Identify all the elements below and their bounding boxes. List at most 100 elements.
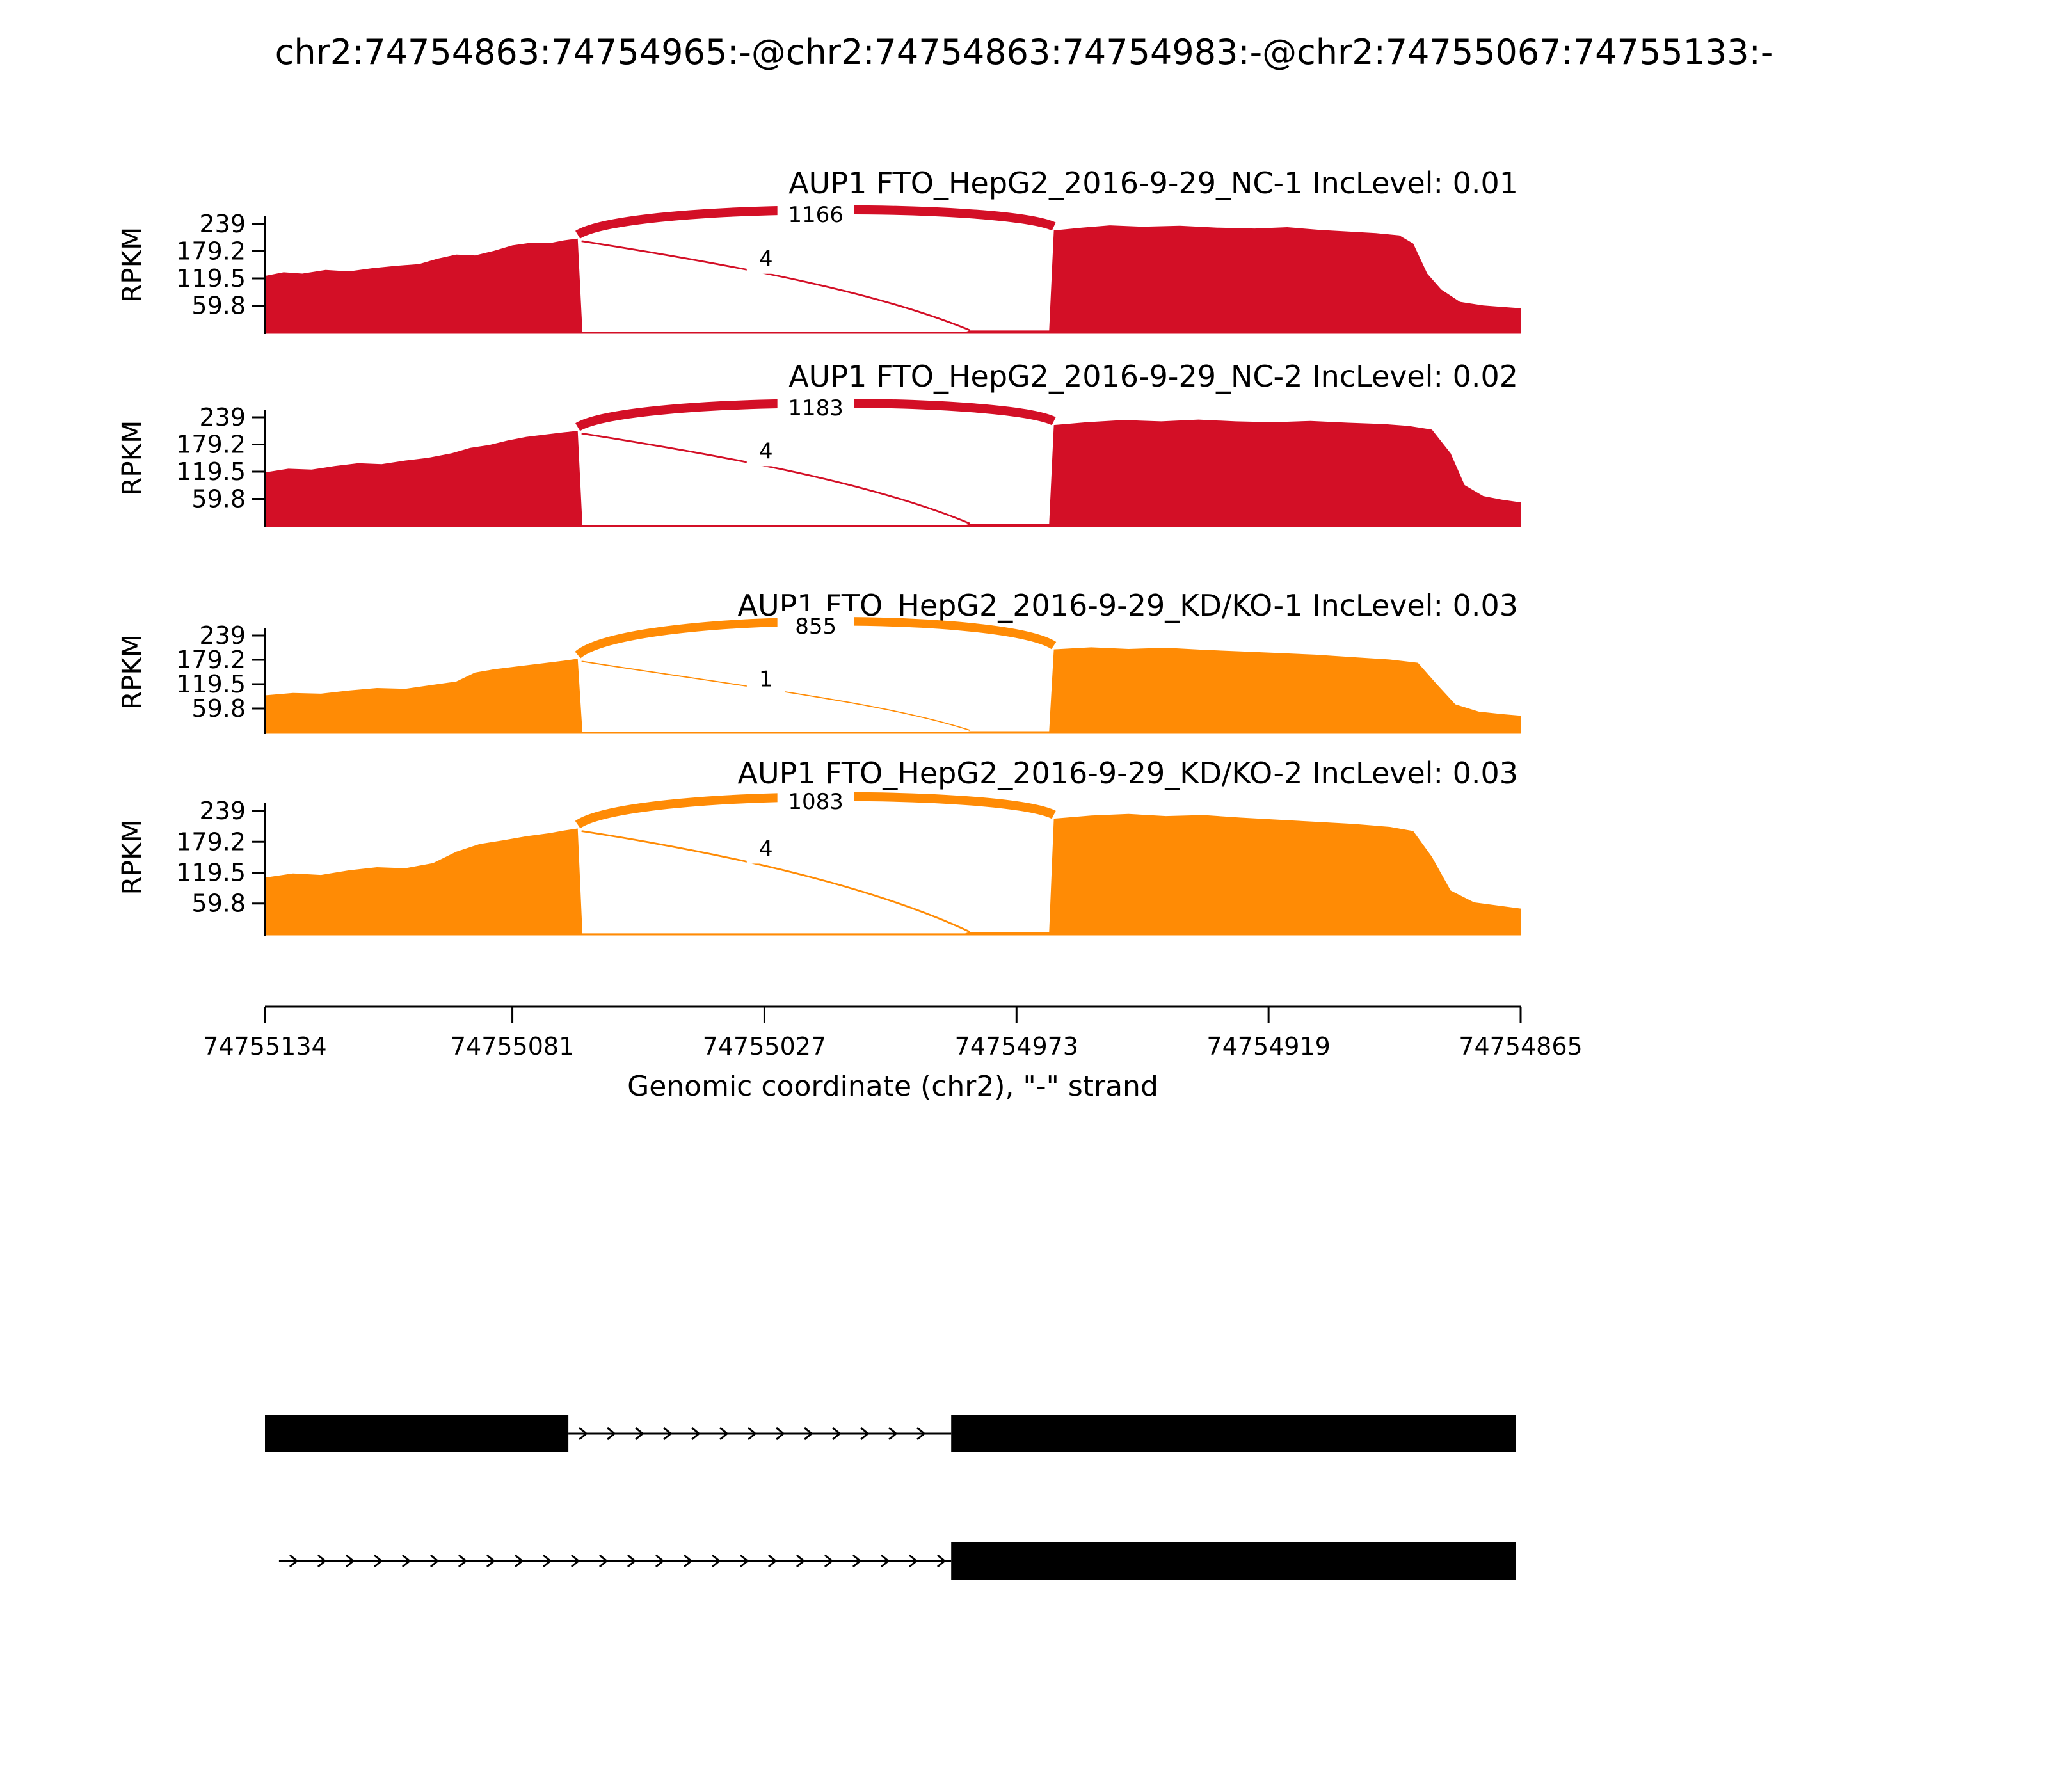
strand-arrow-icon	[860, 1427, 870, 1441]
y-axis-title: RPKM	[116, 634, 148, 710]
exon-box	[951, 1415, 1516, 1452]
strand-arrow-icon	[458, 1554, 468, 1568]
y-tick-label: 59.8	[191, 291, 246, 319]
strand-arrow-icon	[542, 1554, 552, 1568]
track-label: AUP1 FTO_HepG2_2016-9-29_KD/KO-2 IncLeve…	[738, 756, 1518, 790]
strand-arrow-icon	[514, 1554, 524, 1568]
y-axis-title: RPKM	[116, 420, 148, 496]
coverage-area	[265, 225, 1521, 333]
strand-arrow-icon	[289, 1554, 299, 1568]
y-tick-label: 179.2	[176, 828, 246, 856]
y-tick-label: 119.5	[176, 670, 246, 698]
strand-arrow-icon	[691, 1427, 701, 1441]
junction-count: 1166	[788, 202, 844, 228]
strand-arrow-icon	[317, 1554, 327, 1568]
exon-box	[265, 1415, 569, 1452]
coverage-area	[265, 647, 1521, 733]
isoform-1	[265, 1415, 1516, 1452]
track-label: AUP1 FTO_HepG2_2016-9-29_NC-2 IncLevel: …	[788, 359, 1518, 394]
y-tick-label: 119.5	[176, 264, 246, 292]
strand-arrow-icon	[748, 1427, 757, 1441]
junction-count-bg	[777, 786, 854, 818]
junction-count: 855	[795, 614, 836, 639]
y-tick-label: 59.8	[191, 890, 246, 918]
strand-arrow-icon	[776, 1427, 785, 1441]
y-tick-label: 59.8	[191, 484, 246, 513]
y-tick-label: 119.5	[176, 859, 246, 887]
strand-arrow-icon	[916, 1427, 926, 1441]
y-tick-label: 239	[199, 210, 246, 238]
junction-count-bg	[746, 834, 785, 864]
junction-count-bg	[746, 436, 785, 467]
strand-arrow-icon	[908, 1554, 918, 1568]
y-tick-label: 119.5	[176, 458, 246, 486]
strand-arrow-icon	[401, 1554, 412, 1568]
junction-arc-minor	[581, 240, 970, 332]
junction-count: 4	[759, 438, 773, 464]
strand-arrow-icon	[655, 1554, 665, 1568]
strand-arrow-icon	[936, 1554, 947, 1568]
strand-arrow-icon	[824, 1554, 834, 1568]
strand-arrow-icon	[373, 1554, 383, 1568]
strand-arrow-icon	[832, 1427, 842, 1441]
y-tick-label: 239	[199, 797, 246, 825]
junction-count-bg	[777, 199, 854, 231]
strand-arrow-icon	[888, 1427, 898, 1441]
junction-count: 1083	[788, 789, 844, 815]
x-tick-label: 74755134	[203, 1032, 326, 1060]
junction-count-bg	[777, 392, 854, 424]
isoform-2	[278, 1542, 1516, 1580]
coverage-area	[265, 813, 1521, 934]
strand-arrow-icon	[796, 1554, 806, 1568]
track-label: AUP1 FTO_HepG2_2016-9-29_KD/KO-1 IncLeve…	[738, 588, 1518, 623]
junction-count: 4	[759, 836, 773, 861]
y-tick-label: 179.2	[176, 431, 246, 459]
x-tick-label: 74754865	[1459, 1032, 1582, 1060]
strand-arrow-icon	[663, 1427, 673, 1441]
y-axis-title: RPKM	[116, 819, 148, 895]
y-tick-label: 179.2	[176, 237, 246, 266]
strand-arrow-icon	[767, 1554, 778, 1568]
junction-count: 4	[759, 246, 773, 272]
x-axis: 74755134 74755081 74755027 74754973 74754919…	[203, 1005, 1583, 1103]
junction-arc-minor	[581, 432, 970, 525]
y-tick-label: 239	[199, 403, 246, 431]
strand-arrow-icon	[345, 1554, 355, 1568]
y-tick-label: 59.8	[191, 694, 246, 723]
x-tick-label: 74755081	[451, 1032, 574, 1060]
strand-arrow-icon	[852, 1554, 862, 1568]
strand-arrow-icon	[711, 1554, 721, 1568]
y-tick-label: 239	[199, 621, 246, 650]
x-axis-title: Genomic coordinate (chr2), "-" strand	[627, 1070, 1158, 1103]
junction-count-bg	[746, 244, 785, 274]
figure-title: chr2:74754863:74754965:-@chr2:74754863:7…	[275, 32, 1773, 72]
strand-arrow-icon	[486, 1554, 496, 1568]
track-label: AUP1 FTO_HepG2_2016-9-29_NC-1 IncLevel: …	[788, 166, 1518, 200]
strand-arrow-icon	[627, 1554, 637, 1568]
y-tick-label: 179.2	[176, 646, 246, 674]
strand-arrow-icon	[719, 1427, 729, 1441]
strand-arrow-icon	[683, 1554, 693, 1568]
junction-count-bg	[746, 664, 785, 694]
exon-box	[951, 1542, 1516, 1580]
strand-arrow-icon	[880, 1554, 890, 1568]
x-tick-label: 74755027	[703, 1032, 826, 1060]
strand-arrow-icon	[804, 1427, 813, 1441]
x-tick-label: 74754919	[1206, 1032, 1330, 1060]
strand-arrow-icon	[429, 1554, 440, 1568]
y-axis-title: RPKM	[116, 227, 148, 303]
junction-count: 1183	[788, 396, 844, 421]
strand-arrow-icon	[635, 1427, 644, 1441]
strand-arrow-icon	[739, 1554, 749, 1568]
junction-arc-minor	[581, 660, 970, 731]
strand-arrow-icon	[579, 1427, 588, 1441]
x-tick-label: 74754973	[955, 1032, 1078, 1060]
junction-count: 1	[759, 666, 773, 692]
strand-arrow-icon	[607, 1427, 616, 1441]
junction-count-bg	[777, 611, 854, 643]
